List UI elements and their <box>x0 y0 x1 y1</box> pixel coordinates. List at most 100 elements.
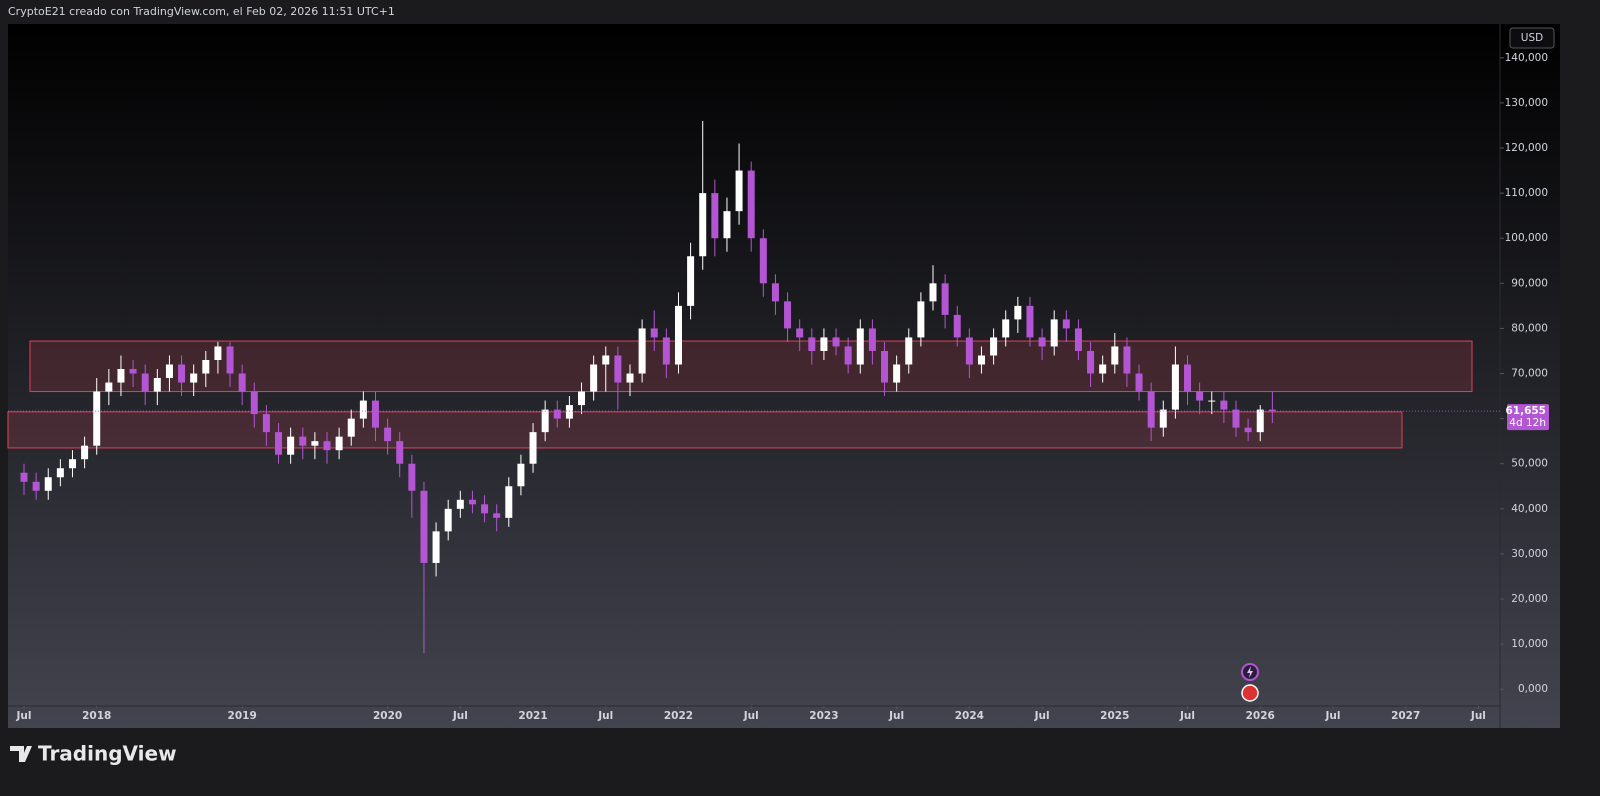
candle-body <box>1159 409 1167 428</box>
candle-body <box>844 346 852 365</box>
candle-body <box>929 283 937 302</box>
candle-body <box>275 432 283 455</box>
x-tick-label: Jul <box>597 710 613 722</box>
candle-body <box>311 441 319 446</box>
candle-body <box>44 477 52 491</box>
candle-body <box>226 346 234 374</box>
x-tick-label: Jul <box>1324 710 1340 722</box>
candle-body <box>359 400 367 419</box>
logo-mark <box>10 746 32 762</box>
candle-body <box>238 373 246 392</box>
candle-body <box>977 355 985 365</box>
y-tick-label: 0,000 <box>1518 683 1548 695</box>
currency: USD <box>1521 32 1543 44</box>
y-tick-label: 110,000 <box>1505 187 1548 199</box>
candle-body <box>32 481 40 491</box>
candle-body <box>178 364 186 383</box>
flag-icon[interactable] <box>1241 684 1259 702</box>
candle-body <box>1171 364 1179 410</box>
y-tick-label: 80,000 <box>1511 322 1548 334</box>
x-tick-label: 2026 <box>1246 710 1275 722</box>
candle-body <box>990 337 998 356</box>
candle-body <box>420 490 428 563</box>
candle-body <box>1111 346 1119 365</box>
x-tick-label: 2024 <box>955 710 984 722</box>
x-tick-label: Jul <box>16 710 32 722</box>
x-tick-label: 2025 <box>1100 710 1129 722</box>
candle-body <box>820 337 828 351</box>
candle-body <box>529 432 537 464</box>
y-tick-label: 20,000 <box>1511 593 1548 605</box>
candle-body <box>432 531 440 563</box>
candle-body <box>662 337 670 365</box>
candle-body <box>371 400 379 428</box>
candle-body <box>965 337 973 365</box>
candle-body <box>287 436 295 455</box>
x-tick-label: 2019 <box>228 710 257 722</box>
currency-button[interactable] <box>1509 27 1555 49</box>
candle-body <box>153 378 161 392</box>
candle-body <box>893 364 901 383</box>
candle-body <box>578 391 586 406</box>
x-tick-label: Jul <box>1470 710 1486 722</box>
y-tick-label: 50,000 <box>1511 458 1548 470</box>
candle-body <box>481 504 489 514</box>
candle-body <box>396 441 404 464</box>
candle-body <box>262 414 270 433</box>
chart-area <box>8 24 1560 728</box>
candle-body <box>456 499 464 509</box>
lightning-icon <box>1247 666 1253 678</box>
candle-body <box>771 283 779 302</box>
candle-body <box>541 409 549 433</box>
zone <box>29 340 1473 393</box>
candle-body <box>408 463 416 491</box>
candle-body <box>117 369 125 383</box>
candle-body <box>1123 346 1131 374</box>
candle-body <box>214 346 222 360</box>
candle-body <box>747 170 755 239</box>
x-tick-label: Jul <box>1179 710 1195 722</box>
candle-body <box>626 373 634 383</box>
candle-body <box>493 513 501 518</box>
candle-body <box>517 463 525 487</box>
candle-body <box>1026 305 1034 338</box>
candle-body <box>1038 337 1046 347</box>
candle-body <box>735 170 743 212</box>
candle-body <box>856 328 864 365</box>
candle-body <box>1074 328 1082 351</box>
candle-body <box>1220 400 1228 410</box>
x-tick-label: Jul <box>888 710 904 722</box>
candle-body <box>335 436 343 451</box>
y-tick-label: 140,000 <box>1505 52 1548 64</box>
candle-body <box>81 445 89 460</box>
x-tick-label: 2018 <box>82 710 111 722</box>
footer <box>0 732 1600 796</box>
candle-body <box>1268 409 1276 412</box>
candle-body <box>250 391 258 415</box>
plot: 0,00010,00020,00030,00040,00050,00060,00… <box>7 52 1549 722</box>
x-tick-label: 2020 <box>373 710 402 722</box>
x-tick-label: 2022 <box>664 710 693 722</box>
candle-body <box>105 382 113 392</box>
candle-body <box>638 328 646 374</box>
candle-body <box>165 364 173 379</box>
countdown: 4d 12h <box>1509 417 1546 429</box>
candle-body <box>614 355 622 383</box>
candle-body <box>905 337 913 365</box>
y-tick-label: 100,000 <box>1505 232 1548 244</box>
x-tick-label: Jul <box>1034 710 1050 722</box>
y-tick-label: 90,000 <box>1511 277 1548 289</box>
candle-body <box>953 314 961 338</box>
candle-body <box>832 337 840 347</box>
candle-body <box>1050 319 1058 347</box>
candle-body <box>674 305 682 365</box>
candle-body <box>796 328 804 338</box>
candle-body <box>129 369 137 374</box>
candle-body <box>1232 409 1240 428</box>
candle-body <box>650 328 658 338</box>
candle-body <box>1147 391 1155 428</box>
candle-body <box>553 409 561 419</box>
candle-body <box>1196 391 1204 401</box>
y-tick-label: 130,000 <box>1505 97 1548 109</box>
